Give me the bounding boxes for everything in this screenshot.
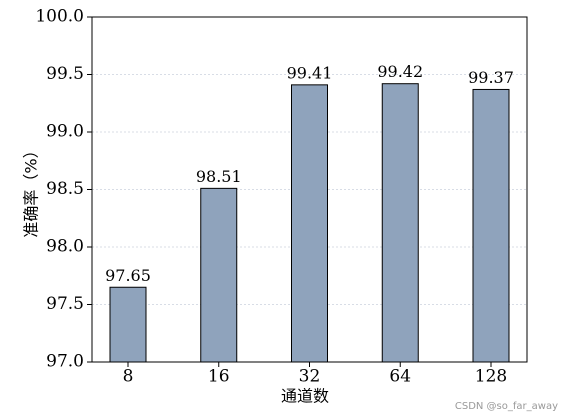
x-tick-label: 32	[299, 367, 321, 387]
bar	[472, 88, 510, 363]
bar	[381, 83, 419, 363]
data-label: 99.41	[287, 63, 333, 82]
x-axis-label: 通道数	[281, 387, 329, 406]
x-tick-label: 8	[123, 367, 134, 387]
y-tick-label: 99.5	[46, 64, 84, 84]
bar	[291, 84, 328, 363]
y-axis-label: 准确率（%）	[22, 142, 41, 237]
y-tick-label: 97.0	[46, 352, 84, 372]
y-tick-label: 97.5	[46, 294, 84, 314]
x-tick-label: 16	[208, 367, 230, 387]
data-label: 98.51	[196, 167, 242, 186]
data-label: 99.37	[468, 68, 514, 87]
y-tick-label: 99.0	[46, 122, 84, 142]
bar	[109, 286, 147, 363]
bar	[200, 187, 238, 363]
y-tick-label: 98.0	[46, 237, 84, 257]
x-tick-label: 64	[389, 367, 411, 387]
data-label: 99.42	[377, 62, 423, 81]
data-label: 97.65	[105, 266, 151, 285]
plot-frame	[91, 16, 528, 363]
watermark: CSDN @so_far_away	[455, 401, 558, 412]
y-tick-label: 100.0	[35, 7, 84, 27]
y-tick-label: 98.5	[46, 179, 84, 199]
x-tick-label: 128	[475, 367, 507, 387]
